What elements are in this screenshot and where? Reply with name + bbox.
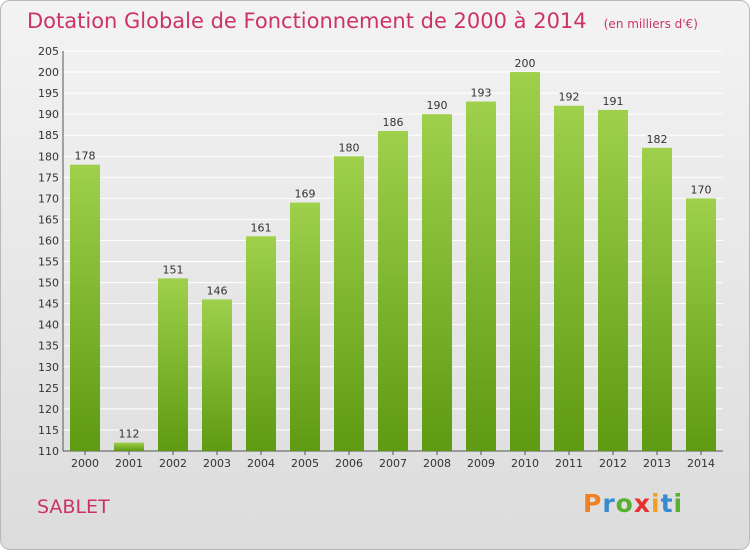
y-tick-label: 145: [38, 298, 59, 311]
data-label: 169: [295, 188, 316, 201]
bar: [686, 198, 716, 451]
x-tick-label: 2007: [379, 457, 407, 470]
bar: [510, 72, 540, 451]
x-tick-label: 2001: [115, 457, 143, 470]
y-tick-label: 190: [38, 108, 59, 121]
logo-letter: x: [633, 489, 651, 518]
logo-letter: o: [615, 489, 634, 518]
x-tick-label: 2011: [555, 457, 583, 470]
chart-title: Dotation Globale de Fonctionnement de 20…: [27, 9, 587, 33]
bar: [246, 236, 276, 451]
proxiti-logo[interactable]: Proxiti: [583, 489, 683, 518]
y-tick-label: 195: [38, 87, 59, 100]
data-label: 161: [251, 221, 272, 234]
y-tick-label: 130: [38, 361, 59, 374]
y-tick-label: 205: [38, 45, 59, 58]
logo-letter: i: [651, 489, 661, 518]
bar: [114, 442, 144, 451]
logo-letter: r: [602, 489, 616, 518]
data-label: 182: [647, 133, 668, 146]
bar: [598, 109, 628, 452]
x-tick-label: 2003: [203, 457, 231, 470]
data-label: 146: [207, 284, 228, 297]
bar: [334, 156, 364, 451]
bar: [378, 131, 408, 451]
data-label: 192: [559, 91, 580, 104]
bar: [466, 101, 496, 452]
data-label: 151: [163, 263, 184, 276]
data-label: 193: [471, 87, 492, 100]
data-label: 190: [427, 99, 448, 112]
data-label: 178: [75, 150, 96, 163]
data-label: 112: [119, 428, 140, 441]
x-tick-label: 2002: [159, 457, 187, 470]
data-label: 180: [339, 141, 360, 154]
chart-unit: (en milliers d'€): [603, 17, 698, 31]
x-tick-label: 2012: [599, 457, 627, 470]
y-tick-label: 150: [38, 277, 59, 290]
y-tick-label: 170: [38, 192, 59, 205]
bar: [642, 147, 672, 451]
bar: [422, 114, 452, 451]
y-tick-label: 160: [38, 234, 59, 247]
bar: [158, 278, 188, 451]
y-tick-label: 165: [38, 213, 59, 226]
data-label: 186: [383, 116, 404, 129]
bar: [202, 299, 232, 451]
x-tick-label: 2010: [511, 457, 539, 470]
location-label: SABLET: [37, 496, 110, 518]
y-tick-label: 120: [38, 403, 59, 416]
data-label: 200: [515, 57, 536, 70]
logo-letter: t: [660, 489, 674, 518]
y-tick-label: 115: [38, 424, 59, 437]
x-tick-label: 2009: [467, 457, 495, 470]
y-tick-label: 110: [38, 445, 59, 458]
y-tick-label: 135: [38, 340, 59, 353]
y-tick-label: 185: [38, 129, 59, 142]
x-tick-label: 2014: [687, 457, 715, 470]
bar: [290, 202, 320, 451]
x-tick-label: 2013: [643, 457, 671, 470]
bar: [70, 164, 100, 451]
data-label: 191: [603, 95, 624, 108]
chart-title-block: Dotation Globale de Fonctionnement de 20…: [27, 9, 698, 33]
x-tick-label: 2004: [247, 457, 275, 470]
y-tick-label: 155: [38, 256, 59, 269]
x-tick-label: 2005: [291, 457, 319, 470]
data-label: 170: [691, 183, 712, 196]
logo-letter: i: [673, 489, 684, 518]
y-tick-label: 140: [38, 319, 59, 332]
y-tick-label: 200: [38, 66, 59, 79]
bar: [554, 105, 584, 451]
x-tick-label: 2006: [335, 457, 363, 470]
logo-letter: P: [583, 489, 603, 518]
y-tick-label: 175: [38, 171, 59, 184]
x-tick-label: 2008: [423, 457, 451, 470]
y-tick-label: 125: [38, 382, 59, 395]
x-tick-label: 2000: [71, 457, 99, 470]
y-tick-label: 180: [38, 150, 59, 163]
